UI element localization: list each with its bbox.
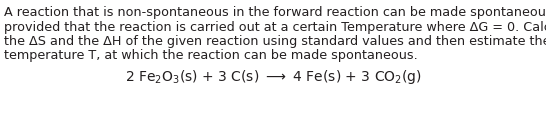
Text: temperature T, at which the reaction can be made spontaneous.: temperature T, at which the reaction can… xyxy=(4,50,418,62)
Text: the ΔS and the ΔH of the given reaction using standard values and then estimate : the ΔS and the ΔH of the given reaction … xyxy=(4,35,546,48)
Text: provided that the reaction is carried out at a certain Temperature where ΔG = 0.: provided that the reaction is carried ou… xyxy=(4,21,546,34)
Text: 2 Fe$_2$O$_3$(s) + 3 C(s) $\longrightarrow$ 4 Fe(s) + 3 CO$_2$(g): 2 Fe$_2$O$_3$(s) + 3 C(s) $\longrightarr… xyxy=(124,68,422,86)
Text: A reaction that is non-spontaneous in the forward reaction can be made spontaneo: A reaction that is non-spontaneous in th… xyxy=(4,6,546,19)
